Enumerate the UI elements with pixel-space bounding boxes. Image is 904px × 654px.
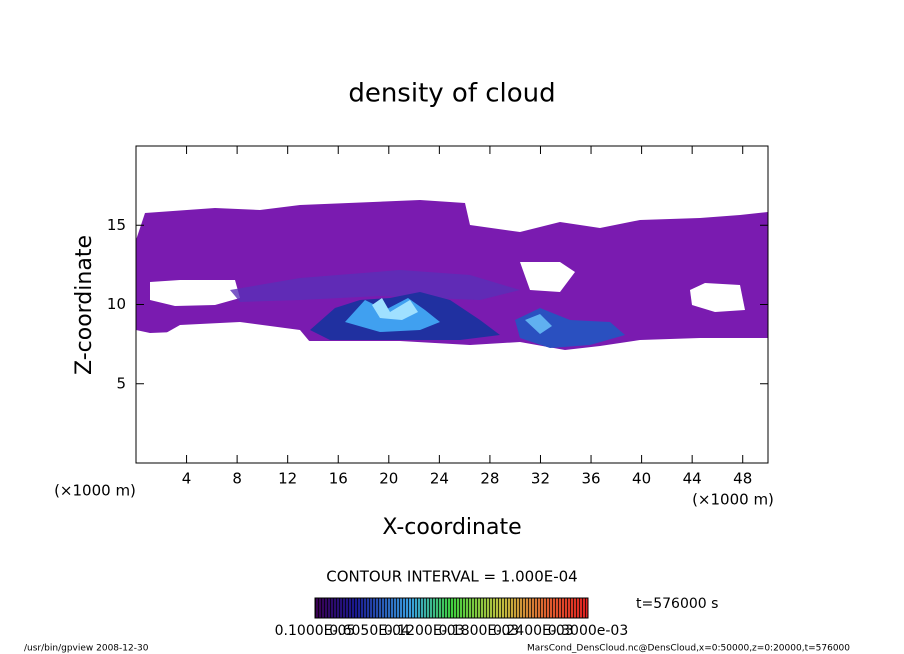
colorbar-label: 0.6050E-04 <box>329 623 410 639</box>
x-tick-label: 24 <box>430 470 449 488</box>
x-tick-label: 12 <box>278 470 297 488</box>
x-unit-label: (×1000 m) <box>54 482 136 500</box>
cloud-gap <box>150 322 310 342</box>
cloud-gap <box>150 280 240 306</box>
colorbar-label: 0.2400E-03 <box>493 623 574 639</box>
x-unit-label: (×1000 m) <box>692 491 774 509</box>
y-tick-label: 15 <box>107 216 126 234</box>
y-tick-label: 10 <box>107 295 126 313</box>
contour-field <box>136 200 768 350</box>
colorbar-label: 0.1000E-05 <box>275 623 356 639</box>
x-tick-label: 16 <box>329 470 348 488</box>
x-tick-label: 48 <box>733 470 752 488</box>
y-tick-label: 5 <box>116 374 126 392</box>
x-tick-label: 8 <box>232 470 242 488</box>
time-label: t=576000 s <box>636 596 718 612</box>
y-axis-label: Z-coordinate <box>72 235 97 375</box>
cloud-gap <box>520 262 575 292</box>
x-tick-label: 36 <box>581 470 600 488</box>
x-tick-label: 44 <box>683 470 702 488</box>
colorbar-label: 0.3000e-03 <box>548 623 628 639</box>
cloud-inner <box>230 270 520 302</box>
colorbar-stripes <box>315 598 588 618</box>
x-tick-label: 4 <box>182 470 192 488</box>
colorbar-label: 0.1200E-03 <box>384 623 465 639</box>
x-axis-label: X-coordinate <box>382 515 521 540</box>
cloud-gap <box>690 283 745 312</box>
cloud-core <box>372 298 418 320</box>
x-tick-label: 28 <box>480 470 499 488</box>
colorbar-frame <box>314 597 589 619</box>
cloud-core <box>525 314 552 334</box>
contour-interval: CONTOUR INTERVAL = 1.000E-04 <box>326 568 577 586</box>
x-tick-label: 20 <box>379 470 398 488</box>
footer-right: MarsCond_DensCloud.nc@DensCloud,x=0:5000… <box>527 644 850 654</box>
x-tick-label: 40 <box>632 470 651 488</box>
chart-title: density of cloud <box>348 79 555 109</box>
colorbar-label: 0.1800E-03 <box>438 623 519 639</box>
x-tick-label: 32 <box>531 470 550 488</box>
footer-left: /usr/bin/gpview 2008-12-30 <box>24 644 149 654</box>
